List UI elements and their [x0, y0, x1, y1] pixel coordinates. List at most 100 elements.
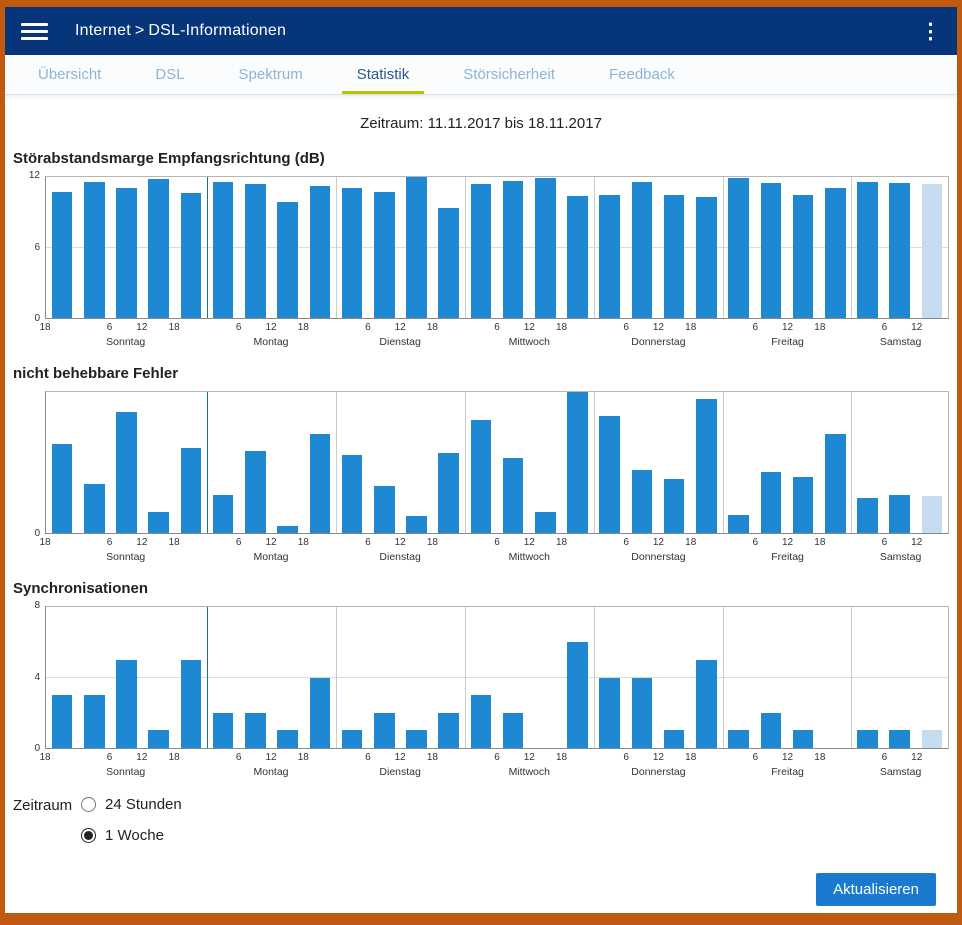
day-label: Sonntag	[106, 551, 146, 563]
x-axis-tick-label: 12	[394, 752, 406, 763]
hamburger-menu-icon[interactable]	[21, 22, 48, 40]
x-axis-tick-label: 12	[136, 752, 148, 763]
tab-feedback[interactable]: Feedback	[608, 66, 675, 83]
chart-bar	[502, 180, 524, 318]
x-axis-tick-label: 18	[168, 537, 180, 548]
chart-bar	[728, 178, 749, 318]
x-axis-tick-label: 18	[426, 752, 438, 763]
x-axis-tick-label: 6	[235, 322, 242, 333]
chart-bar-incomplete	[921, 730, 943, 748]
chart-bar	[792, 730, 814, 748]
chart-bar	[760, 472, 782, 533]
tab-bersicht[interactable]: Übersicht	[38, 66, 102, 83]
chart-bar	[245, 712, 266, 748]
day-label: Dienstag	[379, 766, 421, 778]
chart-bar	[51, 192, 73, 318]
breadcrumb-section[interactable]: Internet	[75, 22, 131, 39]
day-label: Sonntag	[106, 336, 146, 348]
zeitraum-radio-label: 24 Stunden	[105, 796, 182, 813]
chart-bar	[148, 511, 170, 533]
day-separator	[593, 392, 595, 533]
x-axis-tick-label: 12	[394, 537, 406, 548]
x-axis-tick-label: 6	[494, 752, 500, 763]
current-time-marker	[207, 392, 209, 533]
chart-bar	[406, 177, 427, 318]
chart-bar	[728, 730, 749, 748]
chart-bar	[663, 479, 685, 533]
x-axis-day-labels: Sonntag Montag Dienstag Mittwoch Donnerstag F…	[45, 333, 949, 350]
tab-spektrum[interactable]: Spektrum	[238, 66, 303, 83]
chart-bar	[438, 207, 459, 318]
day-label: Samstag	[879, 766, 922, 778]
chart-bar	[116, 187, 137, 318]
y-axis: 0 6 12	[13, 170, 45, 324]
chart-bar	[889, 182, 910, 318]
chart-bar	[277, 525, 298, 533]
day-label: Samstag	[879, 336, 922, 348]
day-label: Sonntag	[106, 766, 146, 778]
x-axis-tick-label: 6	[494, 537, 500, 548]
x-axis-tick-label: 12	[911, 537, 923, 548]
x-axis-tick-label: 12	[394, 322, 406, 333]
day-label: Samstag	[879, 551, 922, 563]
x-axis-tick-label: 6	[623, 322, 629, 333]
more-options-icon[interactable]: ⋮	[920, 19, 941, 43]
day-separator	[464, 607, 466, 748]
x-axis-tick-label: 18	[556, 322, 568, 333]
tab-dsl[interactable]: DSL	[155, 66, 185, 83]
tab-statistik[interactable]: Statistik	[330, 55, 437, 94]
chart-bar	[857, 181, 878, 318]
x-axis-tick-label: 6	[752, 752, 759, 763]
day-separator	[722, 392, 724, 533]
chart-bar-incomplete	[921, 496, 943, 533]
chart-bar	[180, 448, 202, 533]
x-axis-tick-label: 18	[297, 537, 309, 548]
day-separator	[335, 607, 337, 748]
breadcrumb-page-title: DSL-Informationen	[148, 22, 287, 39]
zeitraum-radio-label: 1 Woche	[105, 827, 164, 844]
x-axis-tick-label: 6	[752, 537, 759, 548]
chart-bar	[438, 712, 459, 748]
chart-bar	[277, 730, 298, 748]
x-axis-tick-label: 6	[881, 322, 888, 333]
zeitraum-option-1-woche[interactable]: 1 Woche	[81, 827, 182, 844]
x-axis-tick-label: 18	[814, 537, 826, 548]
chart-bar	[663, 730, 685, 748]
x-axis-tick-label: 12	[652, 752, 664, 763]
chart-bar	[470, 184, 492, 318]
chart-bar	[116, 411, 137, 533]
chart-bar	[116, 659, 137, 748]
chart-bar	[84, 483, 105, 533]
x-axis-tick-label: 6	[235, 752, 242, 763]
x-axis-tick-label: 18	[426, 537, 438, 548]
chart-bar	[406, 730, 427, 748]
day-label: Montag	[253, 336, 289, 348]
x-axis-tick-label: 18	[814, 322, 826, 333]
chart-bar	[631, 469, 653, 533]
refresh-button[interactable]: Aktualisieren	[816, 873, 936, 906]
zeitraum-radio-input[interactable]	[81, 828, 96, 843]
tab-st-rsicherheit[interactable]: Störsicherheit	[463, 66, 555, 83]
chart-bar	[889, 494, 910, 533]
day-separator	[722, 177, 724, 318]
x-axis-tick-label: 12	[911, 322, 923, 333]
chart-bar	[84, 181, 105, 318]
x-axis-tick-label: 18	[685, 322, 697, 333]
chart-bar	[180, 659, 202, 748]
chart-bar	[212, 712, 234, 748]
x-axis-tick-label: 12	[782, 537, 794, 548]
x-axis-tick-label: 6	[365, 752, 371, 763]
chart-bar	[148, 730, 170, 748]
chart-bar	[857, 730, 878, 748]
zeitraum-radio-input[interactable]	[81, 797, 96, 812]
day-label: Montag	[253, 766, 289, 778]
chart-bar	[309, 677, 331, 748]
x-axis-tick-label: 6	[752, 322, 759, 333]
x-axis-day-labels: Sonntag Montag Dienstag Mittwoch Donnerstag F…	[45, 548, 949, 565]
x-axis-tick-label: 12	[523, 537, 535, 548]
tab-bar: Übersicht DSL Spektrum Statistik Störsicherh…	[5, 55, 957, 95]
zeitraum-option-24-stunden[interactable]: 24 Stunden	[81, 796, 182, 813]
x-axis-tick-label: 18	[297, 322, 309, 333]
day-label: Dienstag	[379, 551, 421, 563]
chart-bar	[792, 476, 814, 533]
